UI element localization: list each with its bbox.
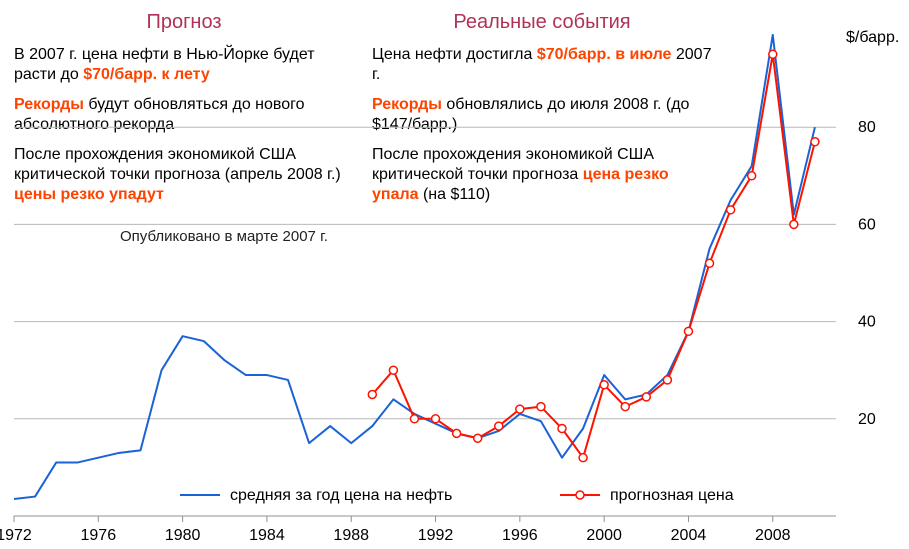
marker-forecast: [663, 376, 671, 384]
marker-forecast: [368, 391, 376, 399]
marker-forecast: [474, 434, 482, 442]
svg-text:20: 20: [858, 411, 876, 428]
marker-forecast: [516, 405, 524, 413]
oil-price-chart: 20 40 60 80 $/барр. 1972 1976 1980 1984 1988 1992…: [0, 0, 909, 549]
svg-text:1980: 1980: [165, 527, 201, 544]
marker-forecast: [790, 220, 798, 228]
marker-forecast: [621, 403, 629, 411]
marker-forecast: [579, 454, 587, 462]
svg-text:80: 80: [858, 119, 876, 136]
chart-axes: 1972 1976 1980 1984 1988 1992 1996 2000 2004 2008: [0, 516, 836, 544]
marker-forecast: [769, 50, 777, 58]
marker-forecast: [600, 381, 608, 389]
marker-forecast: [410, 415, 418, 423]
svg-text:1984: 1984: [249, 527, 285, 544]
svg-text:2000: 2000: [586, 527, 622, 544]
svg-text:2008: 2008: [755, 527, 791, 544]
svg-text:1992: 1992: [418, 527, 454, 544]
series-actual: [14, 35, 815, 499]
chart-legend: средняя за год цена на нефть прогнозная ц…: [180, 487, 734, 504]
marker-forecast: [748, 172, 756, 180]
chart-series: [14, 35, 819, 499]
svg-text:2004: 2004: [671, 527, 707, 544]
legend-label-actual: средняя за год цена на нефть: [230, 487, 452, 504]
legend-label-forecast: прогнозная цена: [610, 487, 734, 504]
marker-forecast: [432, 415, 440, 423]
marker-forecast: [684, 327, 692, 335]
series-forecast: [372, 54, 815, 457]
marker-forecast: [727, 206, 735, 214]
marker-forecast: [453, 429, 461, 437]
marker-forecast: [558, 425, 566, 433]
marker-forecast: [706, 259, 714, 267]
svg-text:40: 40: [858, 314, 876, 331]
svg-text:1996: 1996: [502, 527, 538, 544]
svg-text:1976: 1976: [81, 527, 117, 544]
marker-forecast: [537, 403, 545, 411]
svg-text:1988: 1988: [333, 527, 369, 544]
marker-forecast: [389, 366, 397, 374]
svg-text:1972: 1972: [0, 527, 32, 544]
y-axis-label: $/барр.: [846, 29, 899, 46]
marker-forecast: [642, 393, 650, 401]
svg-text:60: 60: [858, 216, 876, 233]
marker-forecast: [811, 138, 819, 146]
marker-forecast: [495, 422, 503, 430]
